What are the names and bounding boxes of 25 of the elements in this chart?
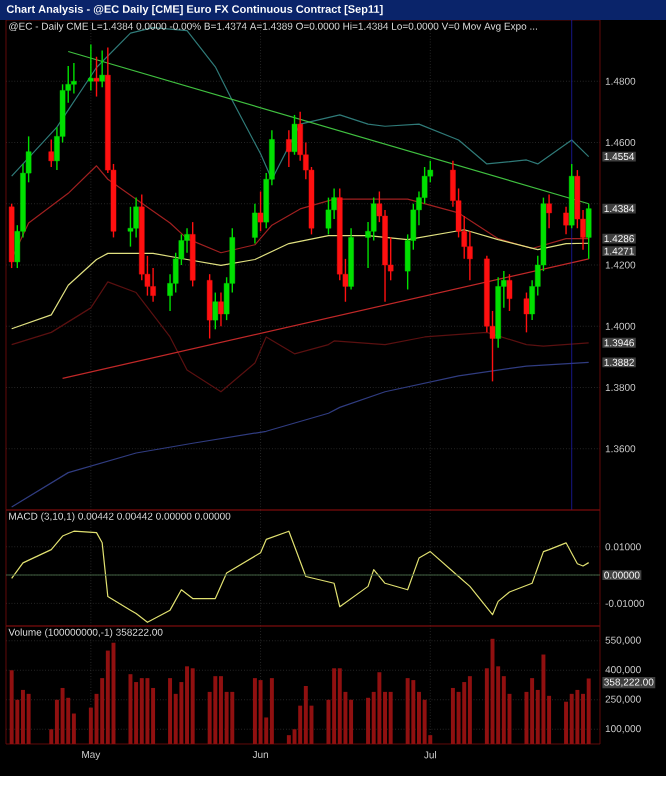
candlestick — [585, 203, 592, 260]
candlestick — [286, 129, 292, 168]
candlestick — [206, 273, 213, 340]
candlestick — [71, 62, 77, 95]
candlestick — [523, 291, 530, 334]
candlestick — [546, 193, 552, 229]
candlestick — [218, 291, 224, 327]
candlestick — [563, 206, 569, 236]
candlestick — [48, 138, 54, 168]
candlestick — [133, 196, 139, 239]
line-series — [11, 361, 590, 508]
candlestick — [257, 190, 264, 233]
line-series — [11, 229, 590, 330]
candlestick — [93, 56, 100, 98]
candlestick — [325, 196, 332, 236]
line-series — [11, 530, 590, 623]
candlestick — [506, 273, 513, 312]
candlestick — [127, 206, 134, 248]
candlestick — [212, 291, 219, 331]
candlestick — [252, 203, 258, 245]
candlestick — [189, 221, 196, 288]
candlestick — [291, 114, 298, 156]
candlestick — [99, 49, 105, 89]
line-series — [11, 281, 590, 393]
candlestick — [88, 43, 94, 92]
